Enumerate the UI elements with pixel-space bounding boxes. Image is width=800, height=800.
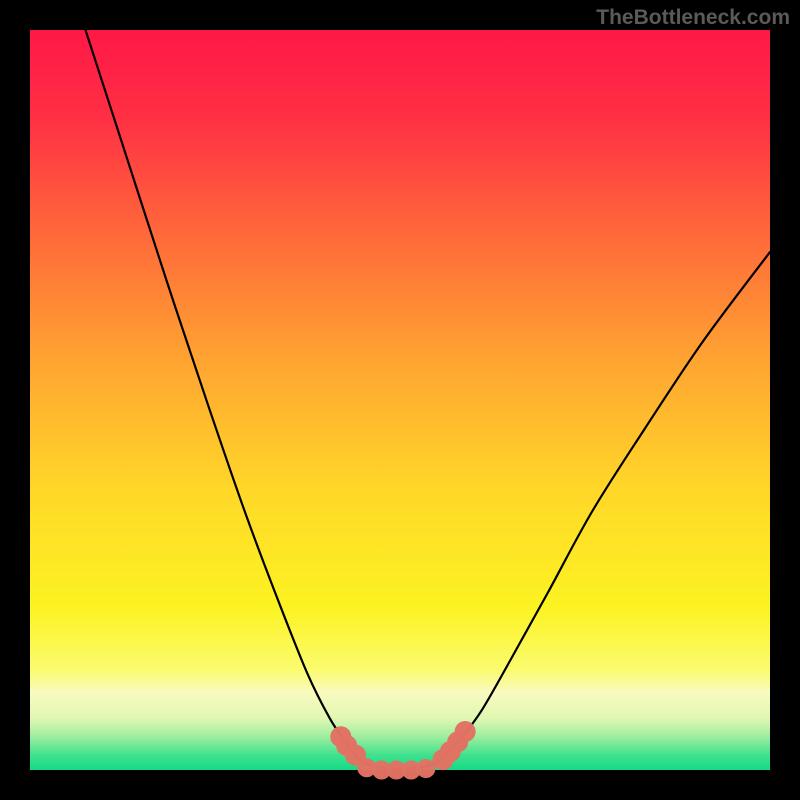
- highlight-dots-bottom: [358, 759, 435, 779]
- watermark-text: TheBottleneck.com: [596, 6, 790, 30]
- chart-container: TheBottleneck.com: [0, 0, 800, 800]
- highlight-dot: [417, 760, 435, 778]
- bottleneck-curve-chart: [0, 0, 800, 800]
- highlight-dot: [346, 745, 366, 765]
- plot-background: [30, 30, 770, 770]
- highlight-dot: [455, 722, 475, 742]
